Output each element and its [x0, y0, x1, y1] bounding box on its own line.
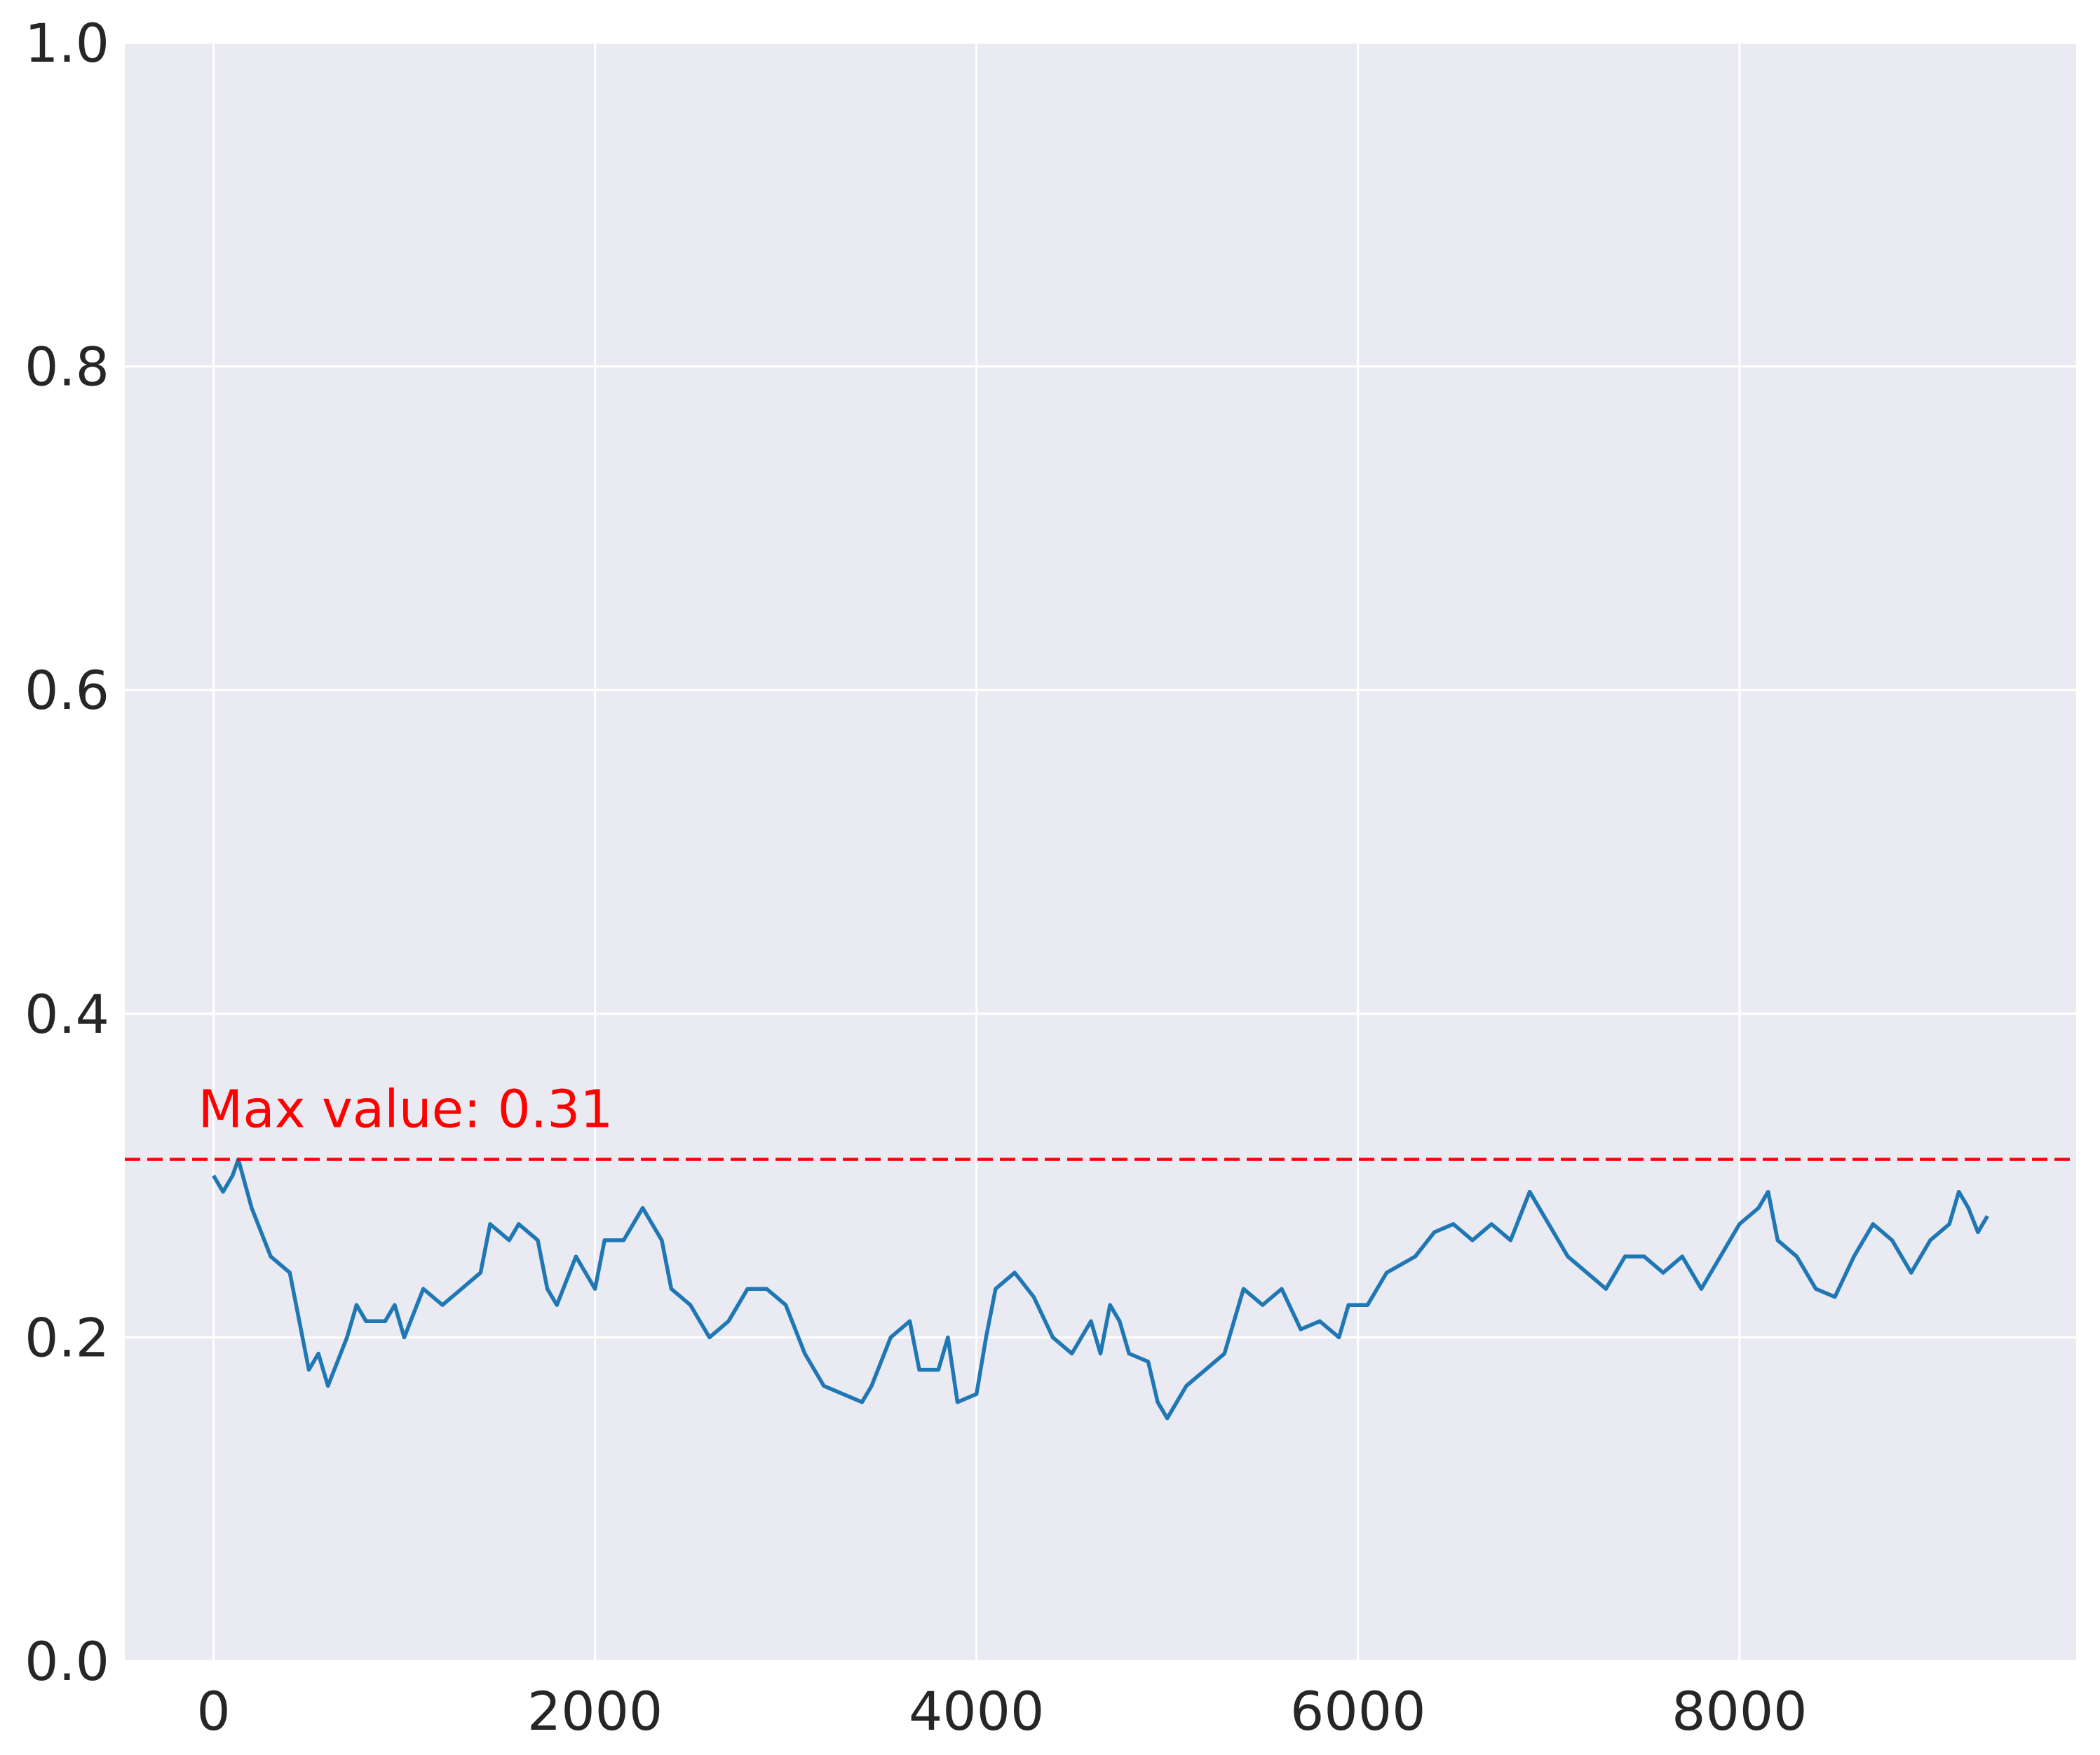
plot-area	[125, 43, 2076, 1661]
y-tick-label: 0.0	[25, 1630, 109, 1693]
y-tick-label: 1.0	[25, 12, 109, 74]
x-tick-label: 2000	[527, 1680, 663, 1742]
x-tick-label: 0	[196, 1680, 230, 1742]
y-tick-label: 0.2	[25, 1306, 109, 1369]
y-tick-label: 0.8	[25, 336, 109, 398]
y-tick-label: 0.4	[25, 983, 109, 1045]
y-tick-label: 0.6	[25, 659, 109, 721]
annotation: Max value: 0.31	[198, 1080, 614, 1140]
x-tick-label: 8000	[1672, 1680, 1807, 1742]
x-tick-label: 6000	[1290, 1680, 1425, 1742]
data-line	[212, 1157, 1989, 1421]
x-tick-label: 4000	[909, 1680, 1044, 1742]
